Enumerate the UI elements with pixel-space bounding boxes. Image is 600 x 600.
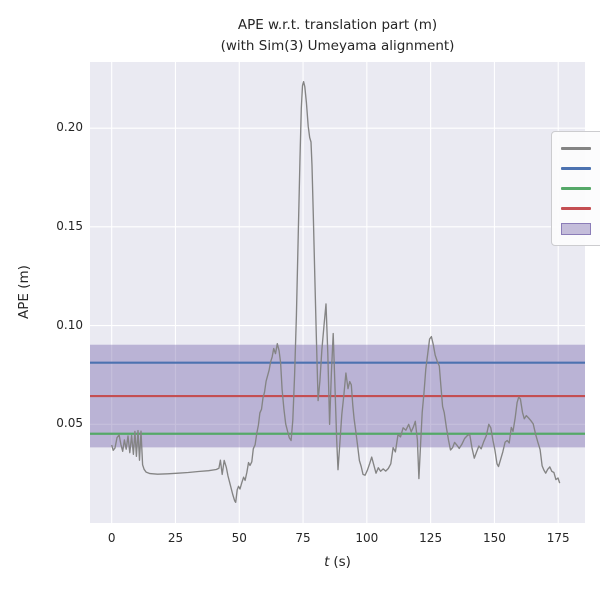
x-tick-label: 75: [295, 531, 311, 545]
x-tick-label: 125: [419, 531, 443, 545]
chart-title-line1: APE w.r.t. translation part (m): [237, 17, 438, 33]
x-tick-label: 0: [107, 531, 116, 545]
y-tick-label: 0.20: [56, 120, 83, 135]
y-tick-label: 0.10: [56, 317, 83, 332]
chart-title: APE w.r.t. translation part (m) (with Si…: [90, 15, 585, 57]
x-tick-label: 150: [482, 531, 506, 545]
x-tick-label: 25: [167, 531, 184, 545]
x-axis-label-unit: (s): [333, 554, 351, 570]
y-tick-label: 0.05: [56, 416, 83, 431]
ape-line-swatch: [561, 147, 591, 150]
x-tick-label: 175: [546, 531, 570, 545]
mean-line-swatch: [561, 207, 591, 210]
legend-item-median: median: [561, 179, 600, 198]
plot-area: APE (m) rmse median mean std: [90, 62, 600, 523]
y-tick-label: 0.15: [56, 218, 83, 233]
legend-item-std: std: [561, 219, 600, 238]
ape-line: [111, 81, 561, 503]
y-axis-label: APE (m): [16, 265, 32, 319]
chart-title-line2: (with Sim(3) Umeyama alignment): [220, 38, 455, 54]
x-axis-label-var: t: [324, 554, 330, 570]
legend: APE (m) rmse median mean std: [551, 131, 600, 246]
legend-item-mean: mean: [561, 199, 600, 218]
legend-item-ape: APE (m): [561, 139, 600, 158]
median-line-swatch: [561, 187, 591, 190]
x-tick-label: 50: [231, 531, 247, 545]
x-axis-label: t (s): [90, 554, 585, 570]
x-tick-label: 100: [355, 531, 379, 545]
chart-canvas: [90, 62, 585, 523]
legend-item-rmse: rmse: [561, 159, 600, 178]
std-patch-swatch: [561, 222, 591, 235]
rmse-line-swatch: [561, 167, 591, 170]
